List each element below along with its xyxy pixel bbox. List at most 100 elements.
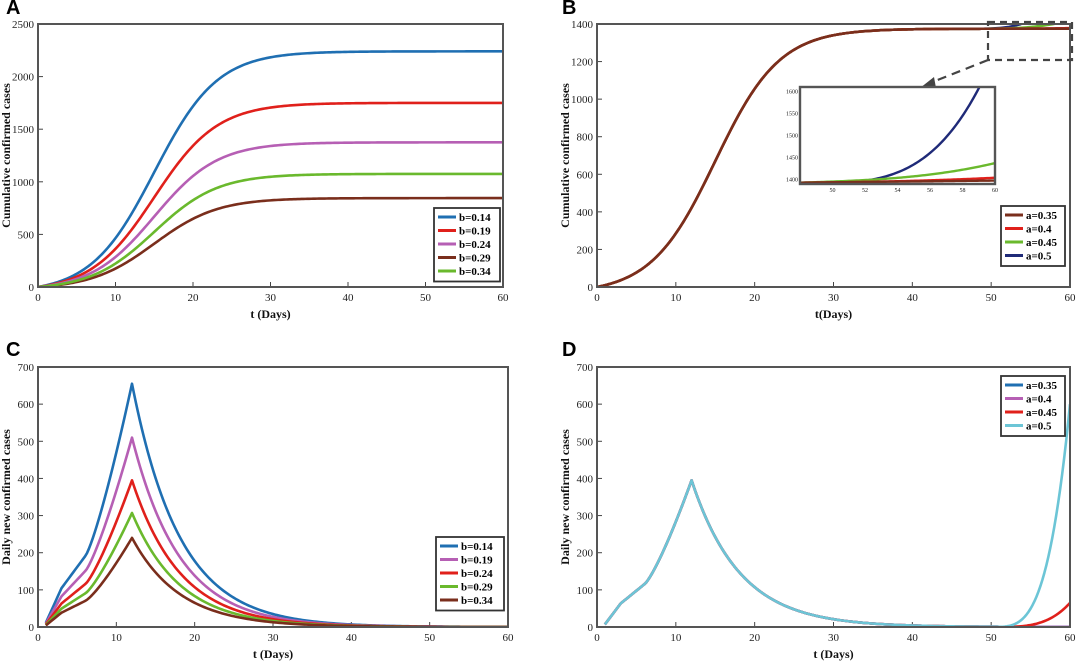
panel-label: B [562, 0, 576, 19]
y-tick-label: 500 [18, 436, 35, 448]
x-tick-label: 20 [189, 632, 201, 644]
y-tick-label: 2500 [12, 19, 35, 31]
panel-A: A 0 500 1000 1500 2000 2500 0 10 20 30 40 50 60 t (Day… [0, 0, 509, 321]
inset-x-tick: 50 [830, 188, 836, 194]
plot-area [38, 50, 503, 287]
inset-background [800, 87, 995, 184]
series-line-b=0.19 [38, 101, 503, 287]
plot-area [597, 24, 1070, 287]
legend-entry: b=0.14 [461, 541, 493, 553]
series-line-a=0.45 [603, 478, 1070, 627]
inset-y-tick: 1450 [786, 156, 798, 162]
y-tick-label: 500 [577, 436, 594, 448]
y-tick-label: 700 [18, 362, 35, 374]
inset-plot: 50 52 54 56 58 60 1400 1450 1500 1550 1600 [786, 85, 998, 194]
y-tick-label: 200 [577, 244, 594, 256]
legend-entry: a=0.5 [1026, 251, 1052, 263]
legend-entry: b=0.24 [461, 568, 493, 580]
legend-entry: a=0.35 [1026, 380, 1058, 392]
zoom-box [986, 20, 1074, 62]
y-axis-label: Daily new confirmed cases [558, 429, 572, 565]
x-axis-label: t(Days) [815, 307, 852, 321]
series-line-a=0.4 [603, 478, 1070, 627]
y-tick-label: 1000 [12, 177, 35, 189]
y-tick-label: 100 [577, 585, 594, 597]
legend: b=0.14 b=0.19b=0.24 b=0.29b=0.34 [435, 536, 505, 612]
y-tick-label: 0 [588, 622, 594, 634]
y-tick-label: 0 [29, 282, 35, 294]
x-tick-label: 30 [268, 632, 280, 644]
y-tick-label: 400 [577, 207, 594, 219]
x-tick-label: 30 [828, 292, 840, 304]
x-axis-label: t (Days) [250, 307, 290, 321]
x-tick-label: 30 [828, 632, 840, 644]
y-tick-label: 2000 [12, 72, 35, 84]
legend: a=0.35 a=0.4a=0.45 a=0.5 [1000, 205, 1066, 267]
inset-x-tick: 58 [960, 188, 966, 194]
panel-D: D 0 100 200 300 400 500 600 700 0 10 20 30 40 50 60 t (D… [558, 339, 1076, 661]
inset-y-tick: 1400 [786, 178, 798, 184]
series-line-b=0.14 [38, 50, 503, 287]
legend: a=0.35 a=0.4a=0.45 a=0.5 [1000, 375, 1066, 437]
x-axis-label: t (Days) [813, 647, 853, 661]
zoom-indicator [920, 20, 1074, 88]
y-tick-label: 600 [577, 399, 594, 411]
legend-entry: a=0.4 [1026, 224, 1052, 236]
zoom-arrow [929, 58, 989, 85]
inset-y-tick: 1550 [786, 111, 798, 117]
y-tick-label: 700 [577, 362, 594, 374]
y-tick-label: 1500 [12, 124, 35, 136]
x-tick-label: 20 [749, 292, 761, 304]
x-tick-label: 10 [670, 632, 682, 644]
x-tick-label: 0 [35, 292, 41, 304]
y-tick-label: 400 [577, 473, 594, 485]
y-axis-label: Cumulative confirmed cases [558, 83, 572, 228]
y-tick-label: 600 [18, 399, 35, 411]
legend-entry: a=0.35 [1026, 210, 1058, 222]
x-tick-label: 0 [594, 292, 600, 304]
inset-series-a=0.35 [800, 179, 995, 184]
y-tick-label: 1200 [571, 57, 594, 69]
panel-C: C 0 100 200 300 400 500 600 700 0 10 20 30 40 50 60 t (D… [0, 339, 514, 661]
legend-entry: a=0.4 [1026, 394, 1052, 406]
x-tick-label: 60 [1065, 292, 1077, 304]
x-tick-label: 60 [1065, 632, 1077, 644]
x-tick-label: 40 [907, 632, 919, 644]
series-line-b=0.34 [38, 172, 503, 287]
x-tick-label: 40 [346, 632, 358, 644]
legend-entry: b=0.34 [459, 266, 491, 278]
legend-entry: a=0.45 [1026, 407, 1058, 419]
inset-area [800, 87, 995, 184]
y-tick-label: 500 [18, 229, 35, 241]
legend-entry: b=0.29 [461, 582, 493, 594]
y-tick-label: 1000 [571, 94, 594, 106]
inset-x-tick: 60 [992, 188, 998, 194]
inset-y-tick: 1500 [786, 134, 798, 140]
y-axis-label: Cumulative confirmed cases [0, 83, 13, 228]
x-tick-label: 50 [986, 632, 998, 644]
x-tick-label: 40 [343, 292, 355, 304]
legend-entry: b=0.29 [459, 253, 491, 265]
y-tick-label: 200 [18, 548, 35, 560]
inset-x-tick: 52 [862, 188, 868, 194]
legend-entry: b=0.19 [461, 555, 493, 567]
y-tick-label: 1400 [571, 19, 594, 31]
legend-entry: a=0.5 [1026, 421, 1052, 433]
x-tick-label: 40 [907, 292, 919, 304]
y-tick-label: 0 [29, 622, 35, 634]
panel-label: C [6, 339, 20, 361]
x-axis-label: t (Days) [253, 647, 293, 661]
inset-frame [798, 85, 997, 186]
x-tick-label: 0 [594, 632, 600, 644]
x-tick-label: 60 [503, 632, 515, 644]
y-tick-label: 200 [577, 548, 594, 560]
inset-x-tick: 54 [895, 188, 901, 194]
legend-entry: b=0.24 [459, 239, 491, 251]
series-line-b=0.24 [38, 141, 503, 287]
legend-box [433, 207, 501, 283]
x-tick-label: 30 [265, 292, 277, 304]
y-axis-label: Daily new confirmed cases [0, 429, 13, 565]
x-tick-label: 20 [749, 632, 761, 644]
legend-entry: b=0.19 [459, 226, 491, 238]
